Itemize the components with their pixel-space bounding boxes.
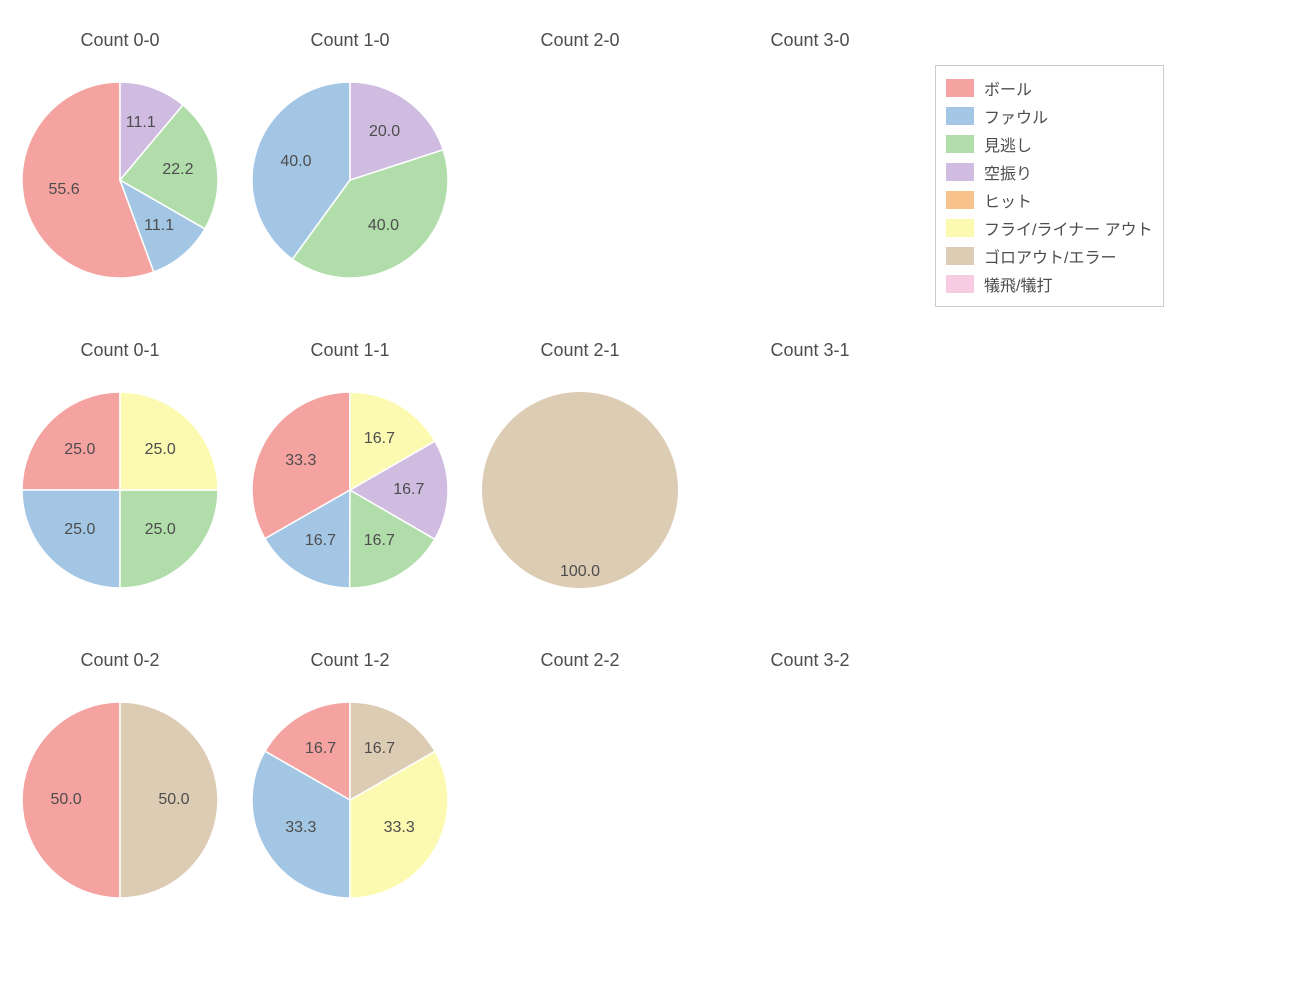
panel-c01: Count 0-125.025.025.025.0 — [10, 320, 230, 620]
panel-title: Count 3-0 — [700, 30, 920, 51]
legend-swatch — [946, 135, 974, 153]
pie-c10: 40.0 40.0 20.0 — [240, 10, 460, 310]
legend-label: 見逃し — [984, 132, 1032, 156]
legend: ボールファウル見逃し空振りヒットフライ/ライナー アウトゴロアウト/エラー犠飛/… — [935, 65, 1164, 307]
pie-slice-label: 16.7 — [364, 740, 395, 758]
legend-item: フライ/ライナー アウト — [946, 214, 1153, 242]
pie-slice-label: 25.0 — [145, 441, 176, 459]
pie-slice-label: 25.0 — [64, 441, 95, 459]
pie-c02: 50.0 50.0 — [10, 630, 230, 930]
pie-slice-label: 11.1 — [126, 114, 156, 132]
legend-item: 見逃し — [946, 130, 1153, 158]
legend-swatch — [946, 107, 974, 125]
panel-c00: Count 0-055.611.122.211.1 — [10, 10, 230, 310]
legend-label: ゴロアウト/エラー — [984, 244, 1116, 268]
legend-label: ヒット — [984, 188, 1032, 212]
legend-label: ボール — [984, 76, 1032, 100]
legend-item: 犠飛/犠打 — [946, 270, 1153, 298]
pie-c21: 100.0 — [470, 320, 690, 620]
pie-svg — [240, 320, 460, 620]
legend-swatch — [946, 219, 974, 237]
panel-c31: Count 3-1 — [700, 320, 920, 620]
pie-slice-label: 16.7 — [305, 532, 336, 550]
legend-item: ゴロアウト/エラー — [946, 242, 1153, 270]
pie-c11: 33.3 16.7 16.7 16.7 16.7 — [240, 320, 460, 620]
legend-label: 犠飛/犠打 — [984, 272, 1052, 296]
pie-slice-label: 16.7 — [393, 481, 424, 499]
panel-c32: Count 3-2 — [700, 630, 920, 930]
pie-slice-label: 50.0 — [158, 791, 189, 809]
pie-svg — [240, 10, 460, 310]
pie-slice-label: 40.0 — [280, 153, 311, 171]
pie-slice-label: 33.3 — [285, 452, 316, 470]
pie-slice-ground — [482, 392, 678, 588]
legend-item: ファウル — [946, 102, 1153, 130]
panel-c21: Count 2-1100.0 — [470, 320, 690, 620]
pie-slice-label: 25.0 — [145, 521, 176, 539]
pie-slice-label: 16.7 — [305, 740, 336, 758]
pie-slice-label: 100.0 — [560, 563, 600, 581]
legend-swatch — [946, 247, 974, 265]
legend-label: 空振り — [984, 160, 1032, 184]
pie-slice-label: 22.2 — [162, 161, 193, 179]
pie-slice-label: 33.3 — [384, 819, 415, 837]
pie-c00: 55.6 11.1 22.2 11.1 — [10, 10, 230, 310]
pie-svg — [10, 320, 230, 620]
pie-slice-label: 33.3 — [285, 819, 316, 837]
legend-swatch — [946, 275, 974, 293]
pie-chart-grid: Count 0-055.611.122.211.1Count 1-040.040… — [0, 0, 1300, 1000]
legend-item: ヒット — [946, 186, 1153, 214]
panel-c22: Count 2-2 — [470, 630, 690, 930]
panel-c30: Count 3-0 — [700, 10, 920, 310]
pie-slice-label: 11.1 — [144, 217, 174, 235]
legend-swatch — [946, 163, 974, 181]
pie-c01: 25.0 25.0 25.0 25.0 — [10, 320, 230, 620]
legend-label: フライ/ライナー アウト — [984, 216, 1153, 240]
pie-svg — [10, 10, 230, 310]
pie-svg — [10, 630, 230, 930]
pie-slice-label: 55.6 — [48, 181, 79, 199]
pie-c12: 16.7 33.3 33.3 16.7 — [240, 630, 460, 930]
pie-slice-label: 16.7 — [364, 430, 395, 448]
pie-slice-label: 16.7 — [364, 532, 395, 550]
pie-slice-label: 25.0 — [64, 521, 95, 539]
pie-slice-label: 40.0 — [368, 217, 399, 235]
panel-c11: Count 1-133.316.716.716.716.7 — [240, 320, 460, 620]
legend-item: 空振り — [946, 158, 1153, 186]
pie-slice-label: 20.0 — [369, 123, 400, 141]
panel-title: Count 2-0 — [470, 30, 690, 51]
panel-title: Count 3-2 — [700, 650, 920, 671]
pie-slice-label: 50.0 — [51, 791, 82, 809]
panel-c12: Count 1-216.733.333.316.7 — [240, 630, 460, 930]
legend-label: ファウル — [984, 104, 1048, 128]
panel-c20: Count 2-0 — [470, 10, 690, 310]
pie-svg — [240, 630, 460, 930]
panel-c02: Count 0-250.050.0 — [10, 630, 230, 930]
legend-item: ボール — [946, 74, 1153, 102]
panel-title: Count 2-2 — [470, 650, 690, 671]
legend-swatch — [946, 79, 974, 97]
panel-title: Count 3-1 — [700, 340, 920, 361]
legend-swatch — [946, 191, 974, 209]
panel-c10: Count 1-040.040.020.0 — [240, 10, 460, 310]
